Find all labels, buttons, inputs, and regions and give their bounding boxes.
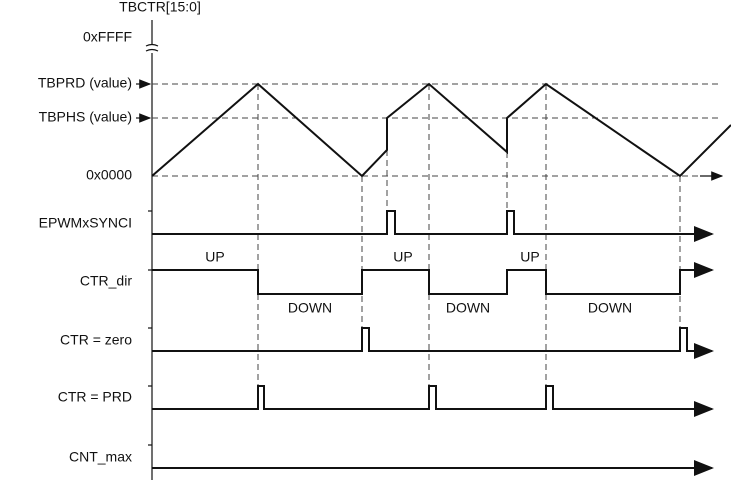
signal-label: EPWMxSYNCI (39, 215, 132, 231)
axis-break (145, 43, 159, 52)
sync-signal (152, 210, 714, 242)
dir-label: UP (393, 249, 412, 265)
signal-label: CNT_max (69, 449, 132, 465)
signal-label: CTR = zero (60, 332, 132, 348)
axis-ticks (148, 210, 152, 446)
signal-label: CTR_dir (80, 273, 132, 289)
dir-label: UP (520, 249, 539, 265)
counter-waveform (151, 82, 731, 178)
axis-title: TBCTR[15:0] (119, 0, 201, 15)
level-label: TBPRD (value) (38, 75, 132, 91)
dir-label: DOWN (588, 300, 632, 316)
dir-label: DOWN (446, 300, 490, 316)
signal-label: CTR = PRD (58, 389, 132, 405)
level-label: TBPHS (value) (39, 109, 132, 125)
prd-signal (152, 385, 714, 417)
level-label: 0x0000 (86, 167, 132, 183)
zero-signal (152, 327, 714, 359)
dir-signal (152, 262, 714, 295)
dir-label: UP (205, 249, 224, 265)
level-label: 0xFFFF (83, 29, 132, 45)
dir-label: DOWN (288, 300, 332, 316)
